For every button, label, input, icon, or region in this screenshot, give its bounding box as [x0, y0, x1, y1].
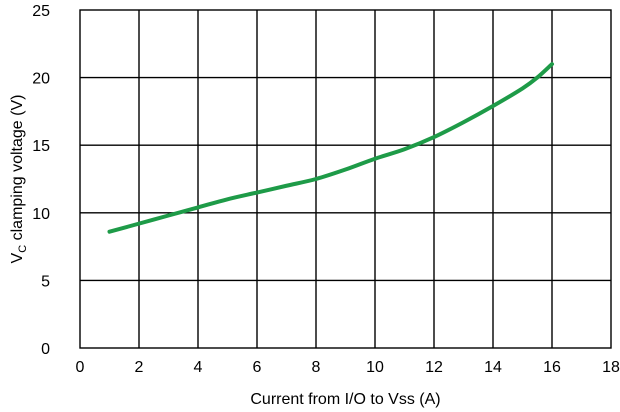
y-tick-label: 10 — [32, 206, 50, 223]
x-tick-label: 16 — [543, 359, 561, 376]
y-axis-ticks: 0 5 10 15 20 25 — [32, 3, 50, 358]
x-tick-label: 18 — [602, 359, 620, 376]
y-axis-label-subscript: C — [17, 245, 29, 253]
plot-frame — [79, 9, 612, 349]
series-group — [107, 62, 554, 234]
y-tick-label: 15 — [32, 138, 50, 155]
x-tick-label: 0 — [76, 359, 85, 376]
y-tick-label: 20 — [32, 71, 50, 88]
y-tick-label: 5 — [41, 273, 50, 290]
x-tick-label: 2 — [135, 359, 144, 376]
x-tick-label: 4 — [194, 359, 203, 376]
x-tick-label: 10 — [366, 359, 384, 376]
y-axis-label-prefix: V — [9, 252, 26, 263]
y-tick-label: 0 — [41, 341, 50, 358]
series-line — [107, 62, 554, 234]
x-tick-label: 8 — [312, 359, 321, 376]
grid — [79, 9, 612, 349]
x-tick-label: 14 — [484, 359, 502, 376]
x-tick-label: 6 — [253, 359, 262, 376]
y-tick-label: 25 — [32, 3, 50, 20]
x-axis-label: Current from I/O to Vss (A) — [250, 391, 440, 408]
x-axis-ticks: 0 2 4 6 8 10 12 14 16 18 — [76, 359, 620, 376]
x-tick-label: 12 — [425, 359, 443, 376]
y-axis-label: VC clamping voltage (V) — [9, 95, 29, 264]
y-axis-label-suffix: clamping voltage (V) — [9, 95, 26, 245]
